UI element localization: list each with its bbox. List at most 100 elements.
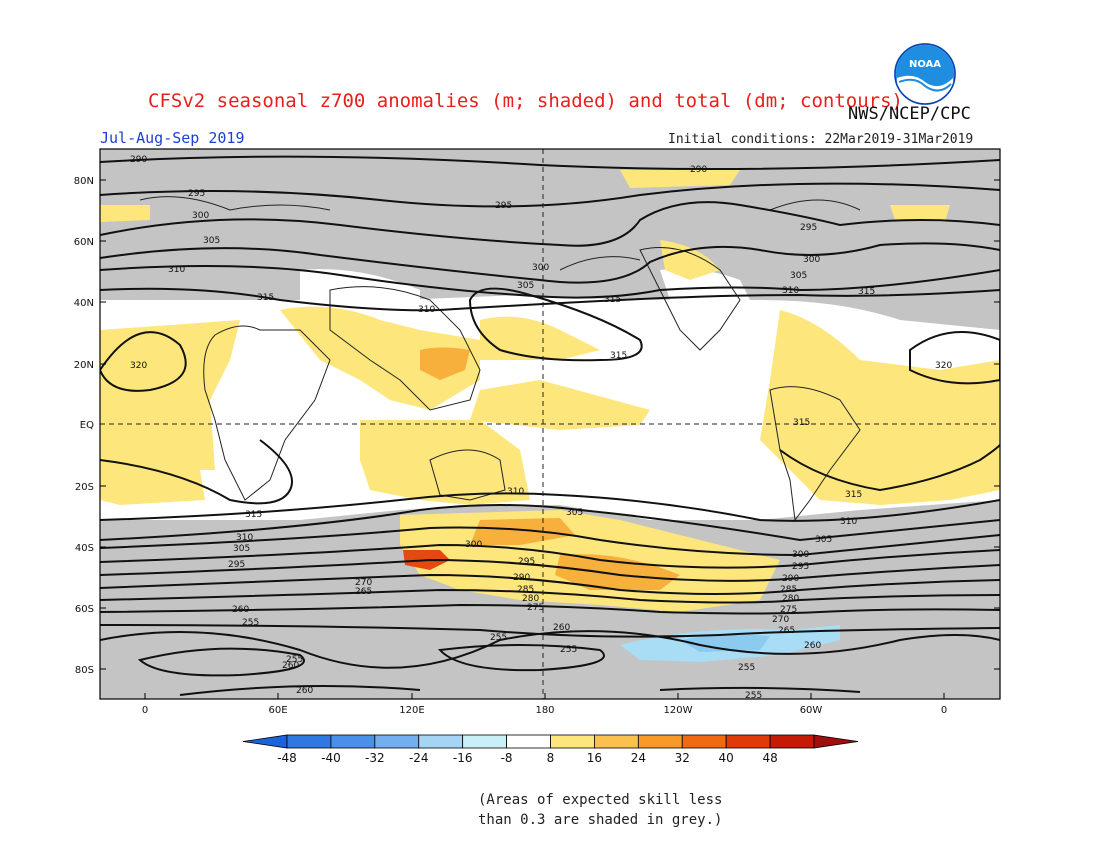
chart-title: CFSv2 seasonal z700 anomalies (m; shaded… (148, 90, 903, 112)
lat-label-eq: EQ (80, 420, 94, 431)
lat-label-60s: 60S (75, 604, 94, 615)
logo-text: NOAA (909, 59, 941, 70)
contour-label-255-e: 255 (745, 691, 762, 701)
skill-note-line-1: (Areas of expected skill less (478, 792, 723, 808)
longitude-axis: 0 60E 120E 180 120W 60W 0 (142, 705, 947, 716)
contour-label-255-b: 255 (490, 633, 507, 643)
contour-label-270-b: 270 (772, 615, 789, 625)
noaa-logo-icon: NOAA (894, 43, 956, 105)
contour-label-295-f: 295 (792, 562, 809, 572)
skill-note: (Areas of expected skill less than 0.3 a… (478, 790, 722, 830)
contour-label-265-b: 265 (778, 626, 795, 636)
contour-label-310-f: 310 (236, 533, 253, 543)
contour-label-290-d: 290 (782, 574, 799, 584)
contour-label-275: 275 (527, 603, 544, 613)
colorbar-cell-min (242, 734, 288, 749)
contour-label-315: 315 (257, 293, 274, 303)
contour-label-285: 285 (517, 585, 534, 595)
colorbar-label-3: -24 (409, 751, 429, 765)
contour-label-315-f: 315 (845, 490, 862, 500)
contour-label-300-b: 300 (532, 263, 549, 273)
colorbar-label-2: -32 (365, 751, 385, 765)
contour-label-280-b: 280 (782, 594, 799, 604)
contour-label-300: 300 (192, 211, 209, 221)
contour-label-310-d: 310 (507, 487, 524, 497)
contour-label-270: 270 (355, 578, 372, 588)
contour-label-290-c: 290 (513, 573, 530, 583)
colorbar-labels: -48 -40 -32 -24 -16 -8 8 16 24 32 40 48 (277, 751, 778, 765)
anomaly-map: 290 290 295 295 295 300 300 300 305 305 … (74, 148, 1001, 716)
contour-label-315-c: 315 (858, 287, 875, 297)
colorbar-cell-8 (594, 734, 639, 749)
colorbar-cell-max (813, 734, 859, 749)
positive-anomaly-arctic-1 (620, 170, 740, 188)
lat-label-20s: 20S (75, 482, 94, 493)
colorbar-label-10: 40 (719, 751, 734, 765)
lon-label-0: 0 (142, 705, 148, 716)
colorbar-cell-2 (330, 734, 376, 749)
contour-label-300-e: 300 (792, 550, 809, 560)
positive-anomaly-arctic-2 (100, 205, 150, 222)
colorbar-label-11: 48 (762, 751, 777, 765)
contour-label-295-d: 295 (228, 560, 245, 570)
colorbar-label-4: -16 (453, 751, 473, 765)
positive-anomaly-orange-3 (555, 554, 680, 590)
contour-label-275-b: 275 (780, 605, 797, 615)
lon-label-120e: 120E (399, 705, 424, 716)
colorbar-cell-5 (462, 734, 507, 749)
colorbar-cell-6 (506, 734, 551, 749)
contour-label-255-d: 255 (738, 663, 755, 673)
colorbar-cells (242, 734, 859, 749)
colorbar-label-1: -40 (321, 751, 341, 765)
contour-label-315-d: 315 (610, 351, 627, 361)
lon-label-60e: 60E (268, 705, 287, 716)
contour-label-290: 290 (130, 155, 147, 165)
lat-label-80n: 80N (74, 176, 94, 187)
contour-label-255: 255 (242, 618, 259, 628)
agency-label: NWS/NCEP/CPC (848, 104, 971, 124)
contour-label-260-b: 260 (553, 623, 570, 633)
contour-label-310-e: 310 (840, 517, 857, 527)
lat-label-80s: 80S (75, 665, 94, 676)
lat-label-40n: 40N (74, 298, 94, 309)
coastlines (139, 196, 861, 522)
contour-label-260-e: 260 (296, 686, 313, 696)
contour-label-305-b: 305 (517, 281, 534, 291)
colorbar-label-8: 24 (631, 751, 646, 765)
positive-anomaly-orange-1 (420, 347, 470, 380)
contour-label-255-c: 255 (286, 655, 303, 665)
contour-label-295-c: 295 (800, 223, 817, 233)
contour-label-305-f: 305 (233, 544, 250, 554)
colorbar-cell-4 (418, 734, 464, 749)
lon-label-0-east: 0 (941, 705, 947, 716)
contour-label-290-b: 290 (690, 165, 707, 175)
positive-anomaly-sam (760, 310, 1000, 505)
longitude-ticks (144, 693, 945, 699)
contour-label-310-c: 310 (782, 286, 799, 296)
contour-label-300-d: 300 (465, 540, 482, 550)
neutral-anomaly-pac (480, 300, 660, 365)
contour-label-315-g: 315 (245, 510, 262, 520)
lat-label-20n: 20N (74, 360, 94, 371)
contour-label-280: 280 (522, 594, 539, 604)
colorbar-cell-3 (374, 734, 420, 749)
map-frame (99, 148, 1001, 700)
positive-anomaly-equatorial (470, 380, 650, 430)
contour-label-305-c: 305 (790, 271, 807, 281)
contour-label-250: 255 (560, 645, 577, 655)
contour-label-310-b: 310 (418, 305, 435, 315)
contour-label-315-b: 315 (604, 295, 621, 305)
contour-label-265: 265 (355, 587, 372, 597)
contour-label-260: 260 (232, 605, 249, 615)
lon-label-180: 180 (535, 705, 554, 716)
contour-label-300-c: 300 (803, 255, 820, 265)
contour-label-260-c: 260 (804, 641, 821, 651)
contour-label-295-b: 295 (495, 201, 512, 211)
latitude-ticks (100, 179, 1000, 670)
contour-label-310: 310 (168, 265, 185, 275)
positive-anomaly-na (660, 240, 720, 280)
colorbar-cell-9 (637, 734, 683, 749)
colorbar-label-0: -48 (277, 751, 297, 765)
positive-anomaly-southern-africa (100, 470, 205, 505)
positive-anomaly-asia (280, 306, 480, 410)
